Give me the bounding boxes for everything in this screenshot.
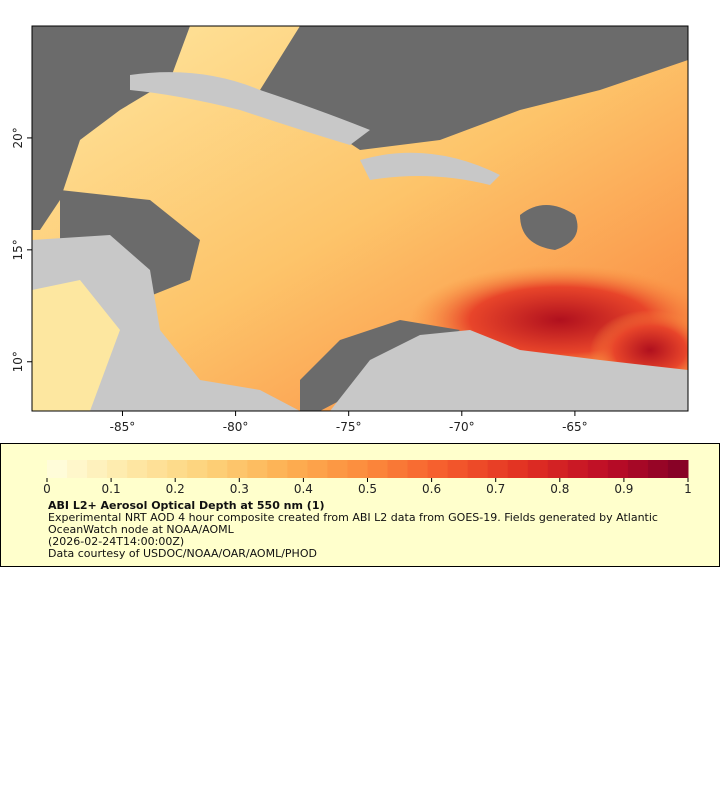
colorbar-tick-label: 0.1 [102, 482, 121, 496]
colorbar-tick-label: 0.3 [230, 482, 249, 496]
colorbar-cell [327, 460, 348, 478]
colorbar-cell [127, 460, 148, 478]
colorbar-cell [427, 460, 449, 478]
colorbar-cell [187, 460, 208, 478]
colorbar-cell [647, 460, 669, 478]
colorbar-cell [487, 460, 509, 478]
colorbar-cell [567, 460, 589, 478]
colorbar-cell [547, 460, 569, 478]
x-tick-label: -65° [562, 420, 588, 434]
colorbar-tick-label: 0.7 [486, 482, 505, 496]
colorbar-cell [47, 460, 68, 478]
y-tick-label: 15° [11, 239, 25, 260]
colorbar-cell [87, 460, 108, 478]
map-frame [31, 25, 689, 412]
colorbar-cell [247, 460, 268, 478]
colorbar-cell [507, 460, 529, 478]
aod-field [32, 280, 120, 411]
x-tick-label: -85° [110, 420, 136, 434]
land [360, 152, 500, 185]
y-tick-label: 20° [11, 127, 25, 148]
colorbar-cell [367, 460, 389, 478]
colorbar-cell [307, 460, 328, 478]
credit: Data courtesy of USDOC/NOAA/OAR/AOML/PHO… [48, 547, 317, 560]
colorbar-tick-label: 1 [684, 482, 692, 496]
colorbar-cell [67, 460, 88, 478]
colorbar-cell [147, 460, 168, 478]
colorbar-cell [407, 460, 429, 478]
colorbar-cell [207, 460, 228, 478]
colorbar-cell [587, 460, 609, 478]
land [330, 330, 688, 411]
colorbar-cell [447, 460, 469, 478]
colorbar-tick-label: 0.5 [358, 482, 377, 496]
cloud-mask [260, 26, 688, 150]
colorbar-cell [667, 460, 689, 478]
colorbar-tick-label: 0.4 [294, 482, 313, 496]
colorbar-cell [387, 460, 409, 478]
colorbar-tick-label: 0.9 [614, 482, 633, 496]
y-tick-label: 10° [11, 351, 25, 372]
map-image [32, 26, 688, 411]
colorbar-cell [627, 460, 649, 478]
legend-title: ABI L2+ Aerosol Optical Depth at 550 nm … [48, 499, 325, 512]
description: Experimental NRT AOD 4 hour composite cr… [48, 511, 658, 536]
land [130, 72, 370, 145]
colorbar-cell [267, 460, 288, 478]
colorbar-cell [467, 460, 489, 478]
colorbar-cell [347, 460, 368, 478]
colorbar-tick-label: 0 [43, 482, 51, 496]
legend-text: ABI L2+ Aerosol Optical Depth at 550 nm … [48, 500, 688, 560]
cloud-mask [520, 205, 578, 250]
cloud-mask [60, 190, 200, 300]
colorbar-tick-label: 0.6 [422, 482, 441, 496]
colorbar-cell [107, 460, 128, 478]
colorbar-cell [607, 460, 629, 478]
colorbar-cell [527, 460, 549, 478]
colorbar-cell [227, 460, 248, 478]
x-tick-label: -70° [449, 420, 475, 434]
timestamp: (2026-02-24T14:00:00Z) [48, 535, 185, 548]
colorbar-cell [167, 460, 188, 478]
colorbar-cell [287, 460, 308, 478]
x-tick-label: -75° [336, 420, 362, 434]
colorbar-tick-label: 0.2 [166, 482, 185, 496]
colorbar-tick-label: 0.8 [550, 482, 569, 496]
x-tick-label: -80° [223, 420, 249, 434]
